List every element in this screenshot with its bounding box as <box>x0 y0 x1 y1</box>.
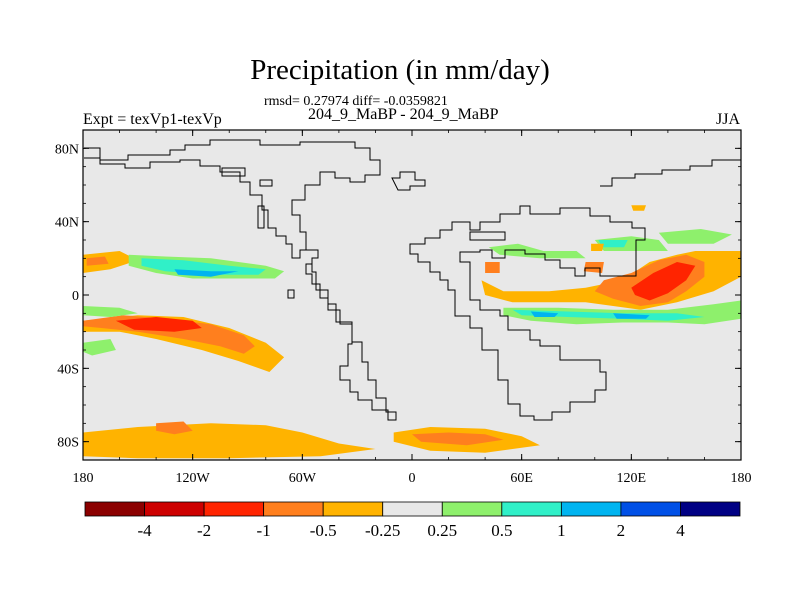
colorbar-swatch <box>680 501 741 517</box>
colorbar-label: -0.5 <box>310 521 337 540</box>
colorbar-swatch <box>501 501 562 517</box>
caribbean-island-coastline <box>287 289 295 299</box>
north-america-coastline <box>84 139 381 259</box>
lat-tick-label: 40N <box>55 216 79 231</box>
colorbar-swatch <box>441 501 503 517</box>
precip-region <box>488 243 586 259</box>
precip-region <box>83 423 376 459</box>
colorbar-label: 1 <box>557 521 566 540</box>
longitude-axis: 180 120W 60W 0 60E 120E 180 <box>73 130 752 486</box>
colorbar-label: 0.5 <box>491 521 512 540</box>
precip-region <box>115 317 202 332</box>
colorbar: -4 -2 -1 -0.5 -0.25 0.25 0.5 1 2 4 <box>84 501 741 540</box>
arctic-island-coastline <box>221 167 246 177</box>
precip-region <box>512 309 705 321</box>
lon-tick-label: 120E <box>617 471 647 486</box>
lat-tick-label: 40S <box>57 362 79 377</box>
coastlines <box>84 139 741 421</box>
latitude-axis: 80N 40N 0 40S 80S <box>55 129 741 461</box>
precip-region <box>658 229 732 244</box>
season-label: JJA <box>716 111 741 128</box>
lon-tick-label: 60W <box>289 471 317 486</box>
chart-title: Precipitation (in mm/day) <box>250 54 550 86</box>
colorbar-label: 2 <box>617 521 626 540</box>
colorbar-label: -4 <box>137 521 152 540</box>
eurasia-africa-coastline <box>409 205 646 421</box>
colorbar-swatch <box>560 501 622 517</box>
colorbar-swatch <box>203 501 265 517</box>
colorbar-label: 4 <box>676 521 685 540</box>
precip-region <box>485 262 500 273</box>
precip-region <box>591 243 604 251</box>
precip-region <box>83 251 138 273</box>
mediterranean-outline <box>469 231 506 241</box>
precip-region <box>83 339 116 356</box>
precip-region <box>83 306 138 317</box>
lat-tick-label: 80N <box>55 142 79 157</box>
lon-tick-label: 180 <box>731 471 752 486</box>
precip-region <box>156 421 193 435</box>
precip-region <box>530 311 559 317</box>
precip-region <box>598 240 628 248</box>
colorbar-label: -0.25 <box>365 521 400 540</box>
colorbar-swatch <box>263 501 324 517</box>
precip-region <box>594 236 668 251</box>
precip-contours <box>83 205 741 459</box>
hudson-bay-outline <box>257 205 265 229</box>
colorbar-label: -2 <box>197 521 211 540</box>
colorbar-swatch <box>620 501 681 517</box>
colorbar-label: -1 <box>257 521 271 540</box>
lat-tick-label: 80S <box>57 436 79 451</box>
precip-region <box>613 313 650 319</box>
south-america-coastline <box>305 249 397 421</box>
precip-region <box>86 256 109 266</box>
siberia-coastline <box>600 159 741 187</box>
colorbar-label: 0.25 <box>427 521 457 540</box>
colorbar-swatch <box>84 501 145 517</box>
colorbar-swatch <box>144 501 205 517</box>
lon-tick-label: 60E <box>510 471 533 486</box>
precip-region <box>631 205 646 211</box>
experiment-label: Expt = texVp1-texVp <box>83 111 222 128</box>
precip-region <box>174 269 239 277</box>
colorbar-swatch <box>322 501 384 517</box>
colorbar-swatch <box>382 501 443 517</box>
lon-tick-label: 180 <box>73 471 94 486</box>
precip-region <box>141 258 266 275</box>
arctic-island-coastline <box>259 179 273 187</box>
lon-tick-label: 0 <box>409 471 416 486</box>
precip-region <box>412 432 504 446</box>
greenland-coastline <box>391 171 426 191</box>
lat-tick-label: 0 <box>72 289 79 304</box>
lon-tick-label: 120W <box>176 471 211 486</box>
case-subtitle: 204_9_MaBP - 204_9_MaBP <box>308 106 499 123</box>
precip-region <box>631 262 696 301</box>
statistics-subtitle: rmsd= 0.27974 diff= -0.0359821 <box>264 94 448 109</box>
